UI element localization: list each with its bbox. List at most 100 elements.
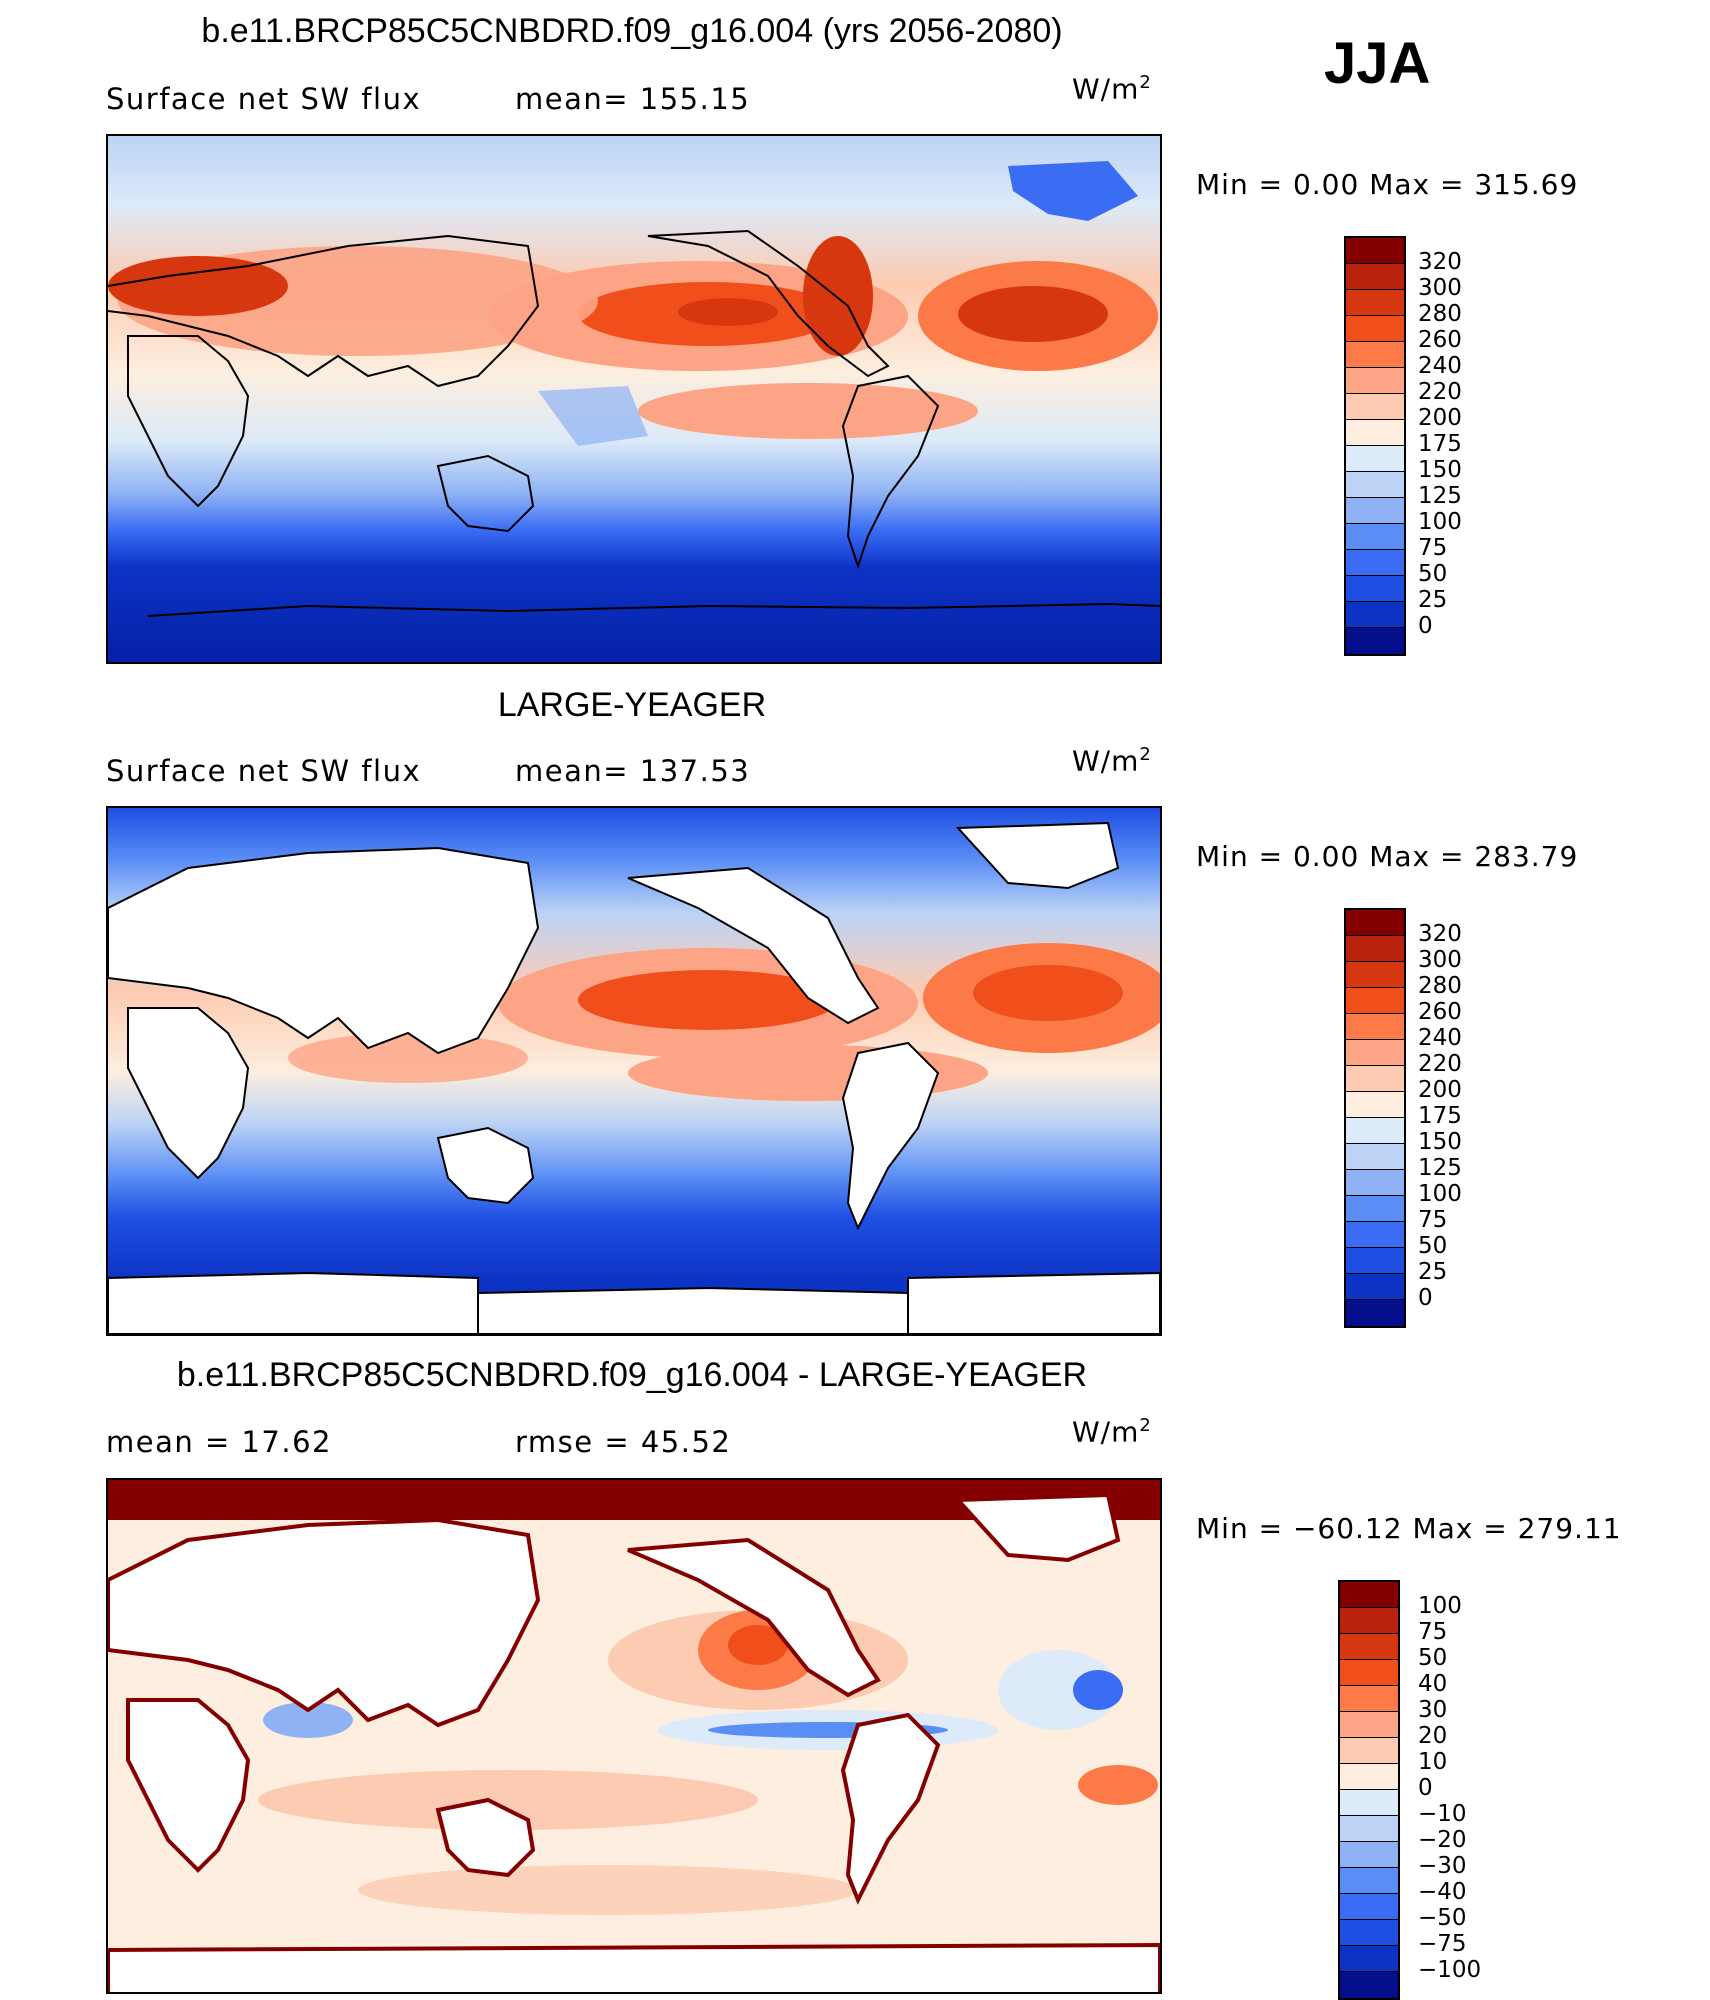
colorbar-segment (1346, 290, 1404, 316)
colorbar-tick-label: 320 (1418, 249, 1462, 275)
colorbar-tick-label: 240 (1418, 1025, 1462, 1051)
colorbar-segment (1346, 1196, 1404, 1222)
colorbar-tick-label: 300 (1418, 947, 1462, 973)
colorbar-segment (1346, 550, 1404, 576)
colorbar-segment (1346, 498, 1404, 524)
panel-2-minmax: Min = 0.00 Max = 283.79 (1196, 840, 1579, 873)
colorbar-tick-label: 25 (1418, 587, 1448, 613)
colorbar-tick-label: 0 (1418, 1285, 1433, 1311)
colorbar-segment (1346, 602, 1404, 628)
colorbar-segment (1346, 576, 1404, 602)
colorbar-segment (1340, 1920, 1398, 1946)
colorbar-tick-label: 200 (1418, 405, 1462, 431)
colorbar-tick-label: 240 (1418, 353, 1462, 379)
colorbar-segment (1340, 1634, 1398, 1660)
colorbar-tick-label: 220 (1418, 379, 1462, 405)
colorbar-segment (1340, 1582, 1398, 1608)
colorbar-segment (1346, 1300, 1404, 1326)
colorbar-segment (1340, 1816, 1398, 1842)
colorbar-tick-label: 30 (1418, 1697, 1448, 1723)
colorbar-tick-label: 75 (1418, 535, 1448, 561)
colorbar-segment (1340, 1946, 1398, 1972)
colorbar-tick-label: 200 (1418, 1077, 1462, 1103)
panel-3-colorbar (1338, 1580, 1400, 2000)
colorbar-tick-label: 260 (1418, 327, 1462, 353)
colorbar-segment (1340, 1738, 1398, 1764)
colorbar-segment (1346, 1014, 1404, 1040)
colorbar-tick-label: 175 (1418, 1103, 1462, 1129)
panel-2-colorbar (1344, 908, 1406, 1328)
colorbar-segment (1346, 472, 1404, 498)
colorbar-tick-label: 0 (1418, 613, 1433, 639)
colorbar-segment (1346, 936, 1404, 962)
colorbar-tick-label: 280 (1418, 973, 1462, 999)
colorbar-tick-label: −30 (1418, 1853, 1467, 1879)
colorbar-segment (1346, 342, 1404, 368)
panel-1-variable-label: Surface net SW flux (106, 82, 422, 116)
colorbar-tick-label: 40 (1418, 1671, 1448, 1697)
colorbar-segment (1346, 1092, 1404, 1118)
colorbar-tick-label: 50 (1418, 1233, 1448, 1259)
colorbar-tick-label: 150 (1418, 457, 1462, 483)
colorbar-segment (1340, 1764, 1398, 1790)
panel-1-title: b.e11.BRCP85C5CNBDRD.f09_g16.004 (yrs 20… (201, 12, 1063, 50)
colorbar-segment (1340, 1868, 1398, 1894)
colorbar-segment (1340, 1686, 1398, 1712)
colorbar-tick-label: 125 (1418, 1155, 1462, 1181)
colorbar-tick-label: 50 (1418, 1645, 1448, 1671)
colorbar-tick-label: 300 (1418, 275, 1462, 301)
colorbar-segment (1346, 368, 1404, 394)
colorbar-tick-label: 220 (1418, 1051, 1462, 1077)
season-label: JJA (1324, 31, 1431, 96)
colorbar-tick-label: 260 (1418, 999, 1462, 1025)
colorbar-segment (1346, 420, 1404, 446)
panel-3-title: b.e11.BRCP85C5CNBDRD.f09_g16.004 - LARGE… (176, 1356, 1088, 1394)
colorbar-tick-label: −75 (1418, 1931, 1467, 1957)
colorbar-segment (1346, 1170, 1404, 1196)
colorbar-segment (1346, 628, 1404, 654)
colorbar-tick-label: 150 (1418, 1129, 1462, 1155)
colorbar-segment (1346, 962, 1404, 988)
colorbar-tick-label: −10 (1418, 1801, 1467, 1827)
panel-2-map (106, 806, 1162, 1336)
colorbar-segment (1346, 1066, 1404, 1092)
colorbar-segment (1346, 1144, 1404, 1170)
colorbar-segment (1346, 524, 1404, 550)
colorbar-segment (1340, 1790, 1398, 1816)
colorbar-segment (1340, 1608, 1398, 1634)
panel-1-field (108, 136, 1160, 662)
colorbar-tick-label: −20 (1418, 1827, 1467, 1853)
panel-2-field (108, 808, 1160, 1334)
panel-1-minmax: Min = 0.00 Max = 315.69 (1196, 168, 1579, 201)
colorbar-segment (1346, 316, 1404, 342)
panel-1-map (106, 134, 1162, 664)
panel-3-mean-label: mean = 17.62 (106, 1425, 332, 1459)
colorbar-tick-label: 0 (1418, 1775, 1433, 1801)
colorbar-tick-label: −40 (1418, 1879, 1467, 1905)
colorbar-tick-label: 75 (1418, 1207, 1448, 1233)
colorbar-tick-label: −50 (1418, 1905, 1467, 1931)
colorbar-tick-label: 175 (1418, 431, 1462, 457)
colorbar-tick-label: 10 (1418, 1749, 1448, 1775)
colorbar-segment (1346, 394, 1404, 420)
panel-2-mean-label: mean= 137.53 (515, 754, 751, 788)
colorbar-segment (1340, 1972, 1398, 1998)
colorbar-tick-label: 100 (1418, 1593, 1462, 1619)
panel-3-field (108, 1480, 1160, 1992)
colorbar-segment (1340, 1894, 1398, 1920)
colorbar-segment (1346, 988, 1404, 1014)
colorbar-segment (1346, 238, 1404, 264)
colorbar-segment (1346, 1118, 1404, 1144)
panel-3-units: W/m2 (1072, 1415, 1152, 1449)
colorbar-tick-label: 20 (1418, 1723, 1448, 1749)
panel-3-minmax: Min = −60.12 Max = 279.11 (1196, 1512, 1622, 1545)
panel-1-colorbar-labels: 320 300 280 260 240 220 200 175 150 125 100 75 50 25 0 (1418, 249, 1462, 639)
colorbar-tick-label: 100 (1418, 1181, 1462, 1207)
panel-3-colorbar-labels: 100 75 50 40 30 20 10 0 −10 −20 −30 −40 −50 −75 −100 (1418, 1593, 1481, 1983)
colorbar-tick-label: 50 (1418, 561, 1448, 587)
panel-2-title: LARGE-YEAGER (497, 686, 767, 724)
colorbar-segment (1346, 1274, 1404, 1300)
panel-2-variable-label: Surface net SW flux (106, 754, 422, 788)
panel-2-colorbar-labels: 320 300 280 260 240 220 200 175 150 125 100 75 50 25 0 (1418, 921, 1462, 1311)
colorbar-tick-label: 280 (1418, 301, 1462, 327)
